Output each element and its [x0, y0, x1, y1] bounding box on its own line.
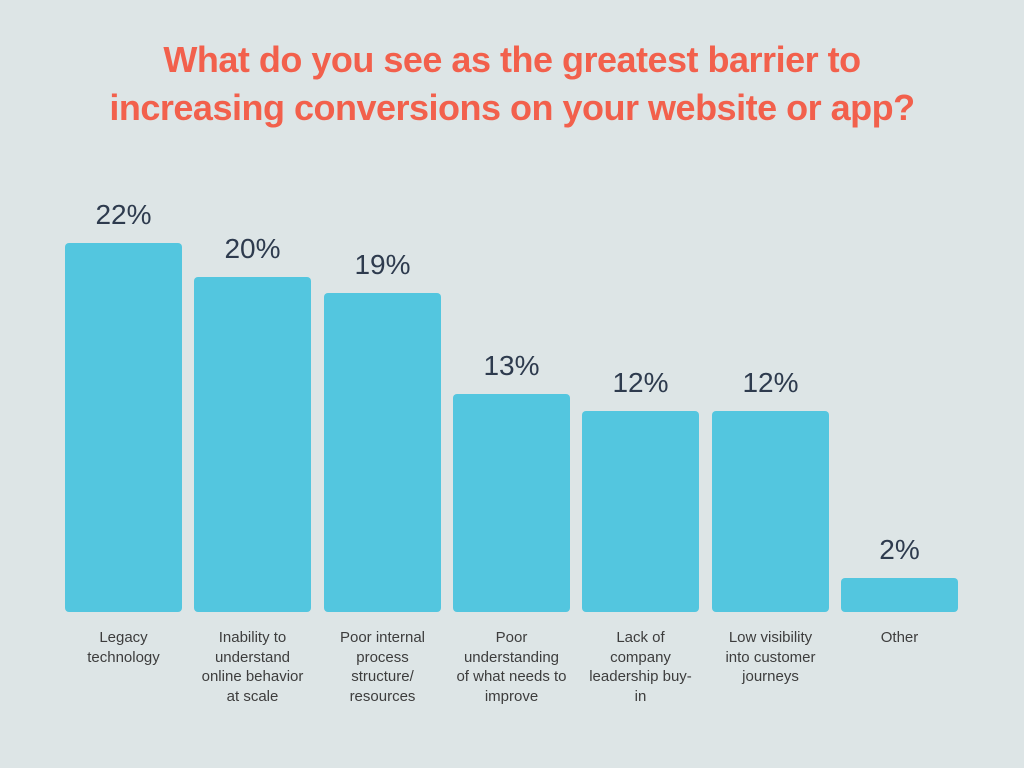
bar	[324, 293, 441, 612]
bar	[65, 243, 182, 612]
bar-value-label: 20%	[224, 233, 281, 264]
bar	[841, 578, 958, 612]
bar-category-label: Inability to understand online behavior …	[201, 629, 304, 705]
bar-category-label: Low visibility into customer journeys	[725, 629, 816, 685]
bar-category-label: Other	[880, 629, 919, 646]
chart-title: What do you see as the greatest barrier …	[109, 39, 915, 128]
bar-category-label: Lack of company leadership buy- in	[589, 629, 692, 705]
bar	[712, 411, 829, 612]
bar-value-label: 22%	[95, 199, 152, 230]
bar-category-label: Poor internal process structure/ resourc…	[339, 629, 426, 705]
bar-value-label: 12%	[742, 367, 799, 398]
bar-value-label: 12%	[612, 367, 669, 398]
bar-value-label: 19%	[354, 249, 411, 280]
bar-value-label: 2%	[879, 534, 920, 565]
bar	[453, 394, 570, 612]
bar-category-label: Poor understanding of what needs to impr…	[456, 629, 567, 705]
bar-value-label: 13%	[483, 350, 540, 381]
bar	[582, 411, 699, 612]
bar	[194, 277, 311, 612]
bar-category-label: Legacy technology	[87, 629, 160, 666]
